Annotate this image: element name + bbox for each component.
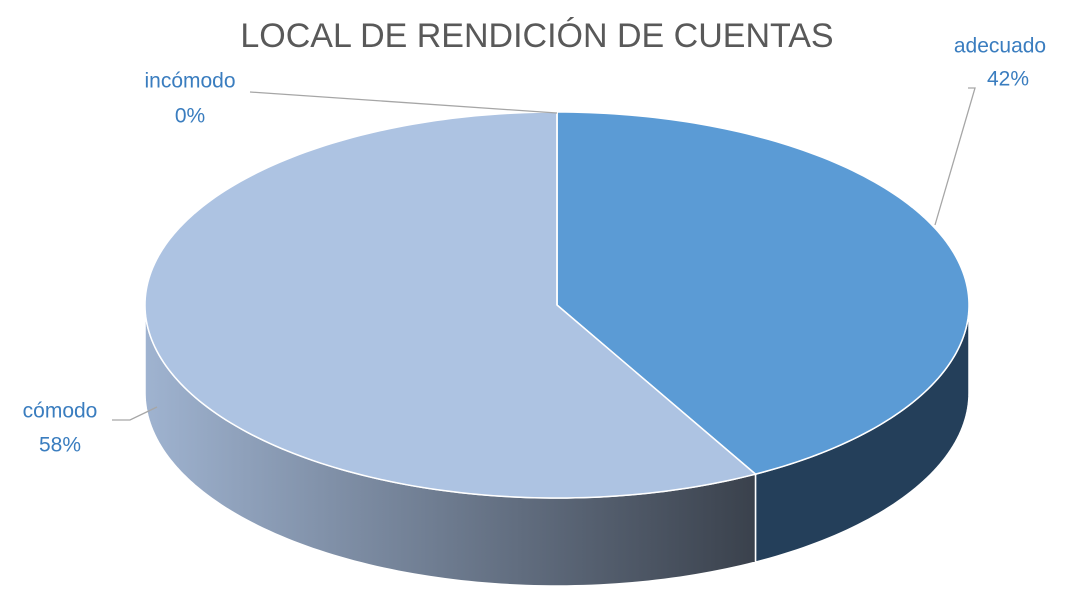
leader-line — [112, 406, 158, 421]
data-label-name: cómodo — [23, 400, 98, 423]
data-label-name: incómodo — [144, 70, 235, 93]
leader-line — [934, 87, 976, 226]
slice — [556, 111, 970, 475]
chart-title: LOCAL DE RENDICIÓN DE CUENTAS — [240, 17, 833, 55]
leader-line — [249, 91, 558, 114]
data-label-name: adecuado — [954, 35, 1046, 58]
data-label-value: 42% — [987, 68, 1029, 91]
data-label-value: 58% — [39, 434, 81, 457]
data-label-value: 0% — [175, 105, 205, 128]
slice — [144, 111, 758, 499]
